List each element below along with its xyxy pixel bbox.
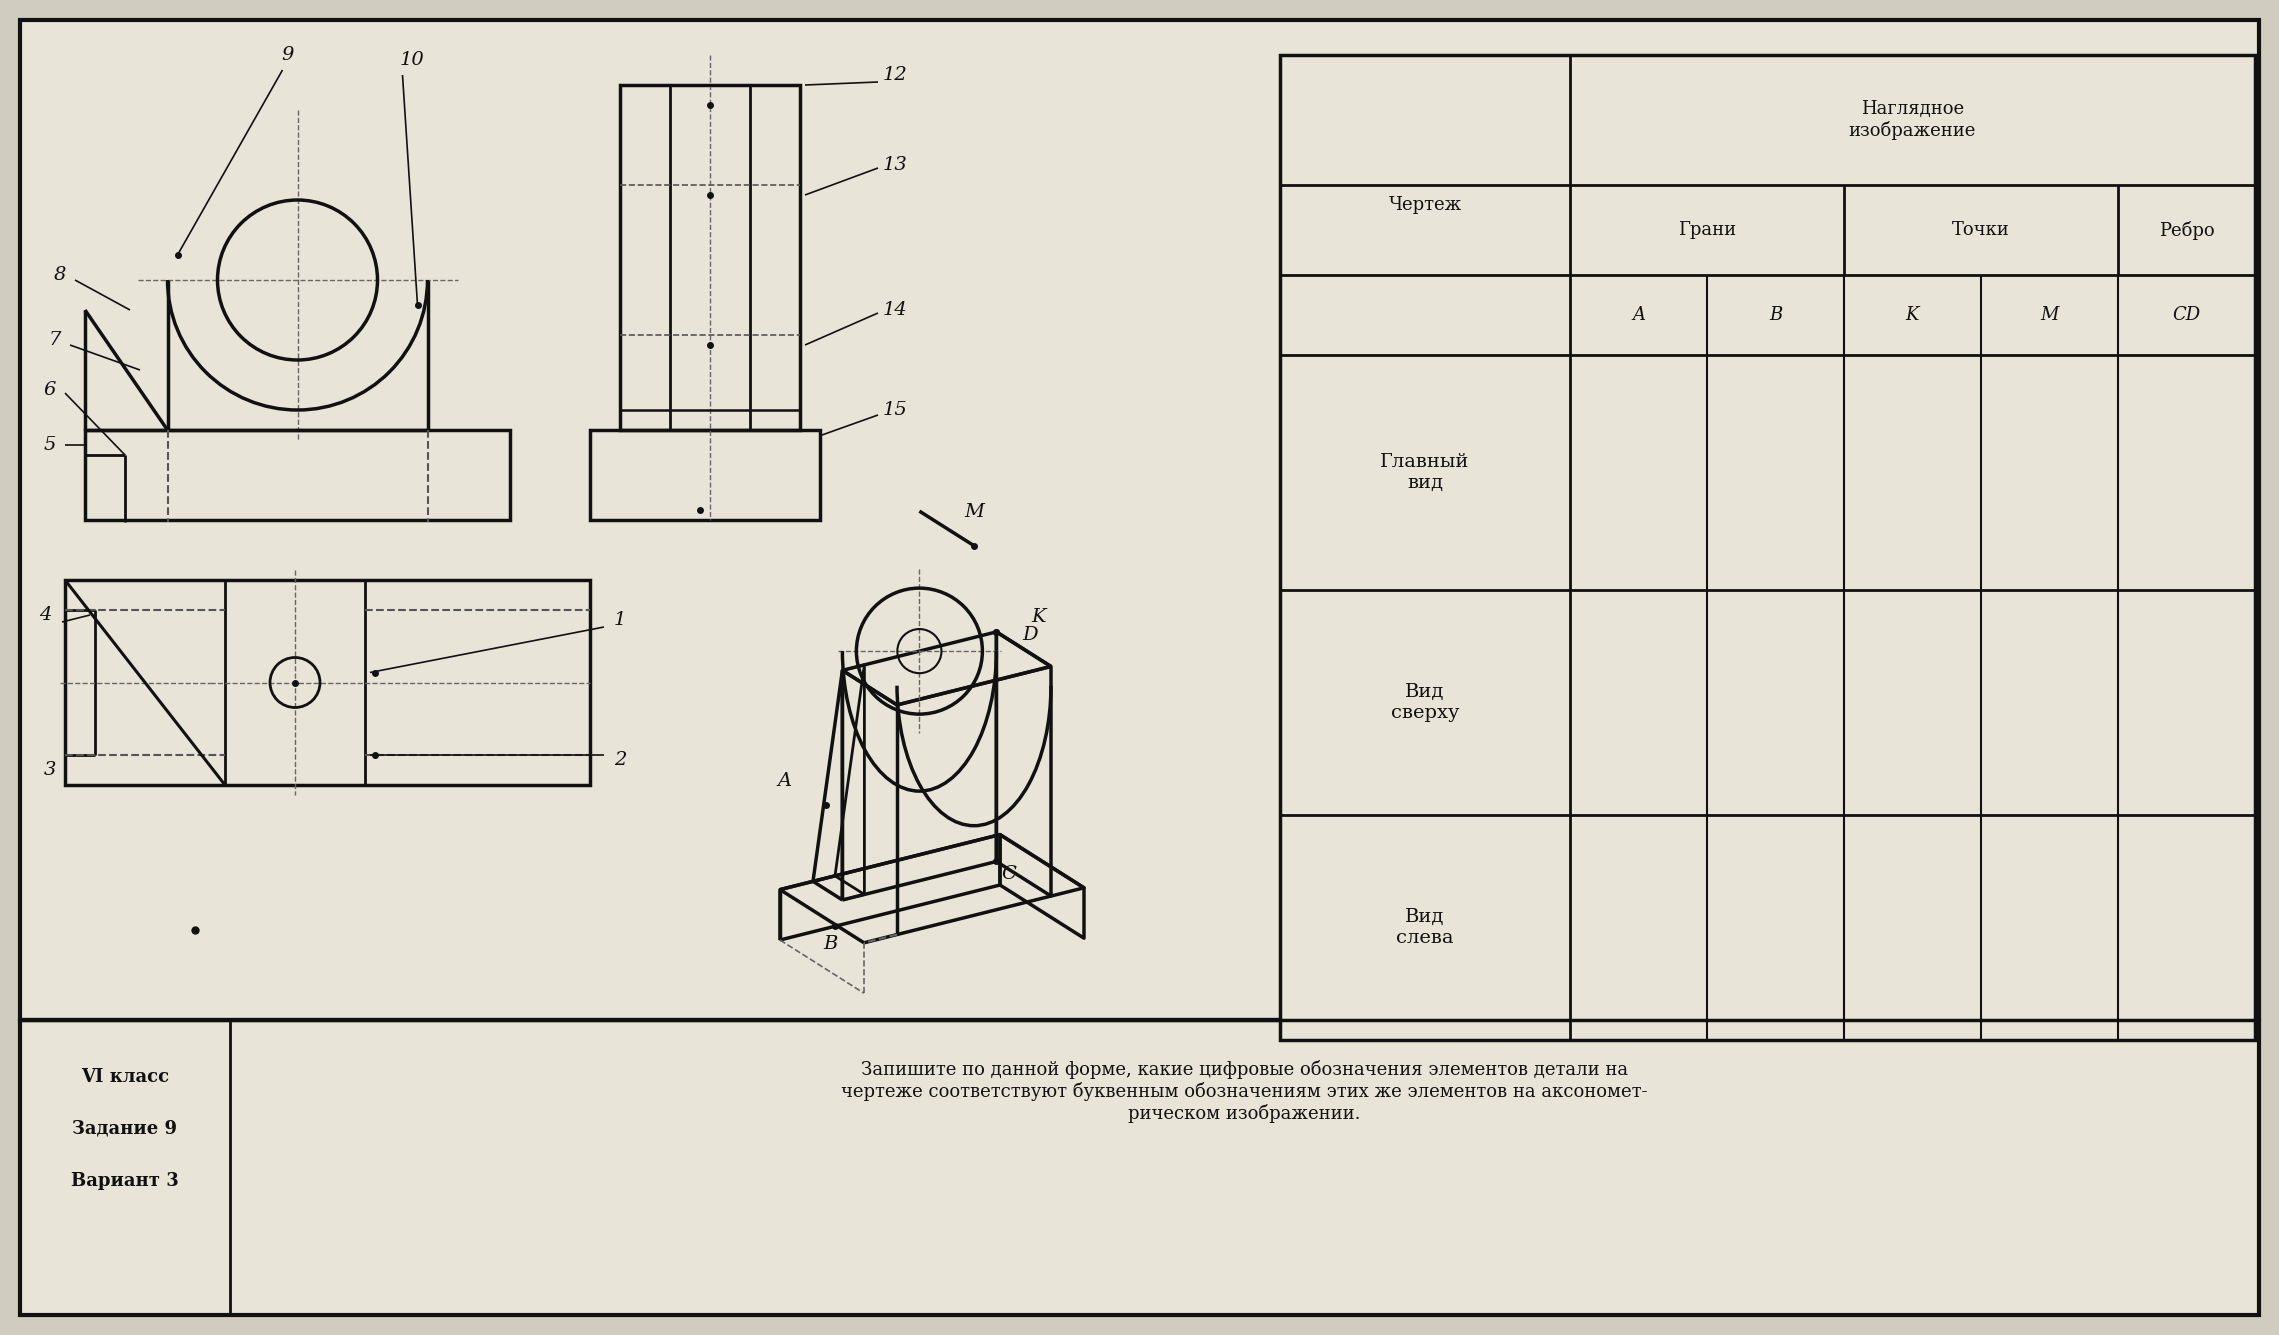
Text: Наглядное
изображение: Наглядное изображение: [1848, 100, 1976, 140]
Text: Вид
сверху: Вид сверху: [1390, 684, 1459, 722]
Bar: [620, 85, 800, 430]
Text: 12: 12: [882, 65, 907, 84]
Text: 14: 14: [882, 300, 907, 319]
Bar: [21, 20, 2258, 1020]
Text: 7: 7: [48, 331, 62, 348]
Text: Запишите по данной форме, какие цифровые обозначения элементов детали на
чертеже: Запишите по данной форме, какие цифровые…: [841, 1060, 1648, 1123]
Text: 5: 5: [43, 437, 57, 454]
Text: A: A: [1632, 306, 1645, 324]
Text: 4: 4: [39, 606, 50, 623]
Bar: [590, 430, 820, 521]
Text: CD: CD: [2172, 306, 2202, 324]
Text: Главный
вид: Главный вид: [1381, 453, 1470, 491]
Text: K: K: [1905, 306, 1919, 324]
Text: Вариант 3: Вариант 3: [71, 1172, 178, 1189]
Text: 9: 9: [280, 45, 294, 64]
Bar: [226, 579, 365, 785]
Text: A: A: [777, 772, 793, 790]
Text: Ребро: Ребро: [2158, 220, 2215, 239]
Text: M: M: [964, 503, 985, 521]
Text: C: C: [1000, 865, 1016, 882]
Text: B: B: [1769, 306, 1782, 324]
Text: 13: 13: [882, 156, 907, 174]
Text: Чертеж: Чертеж: [1388, 196, 1461, 214]
Text: VI класс: VI класс: [82, 1068, 169, 1085]
Text: 8: 8: [55, 266, 66, 284]
Text: Вид
слева: Вид слева: [1397, 908, 1454, 947]
Text: Задание 9: Задание 9: [73, 1120, 178, 1137]
Text: 10: 10: [401, 51, 424, 69]
Text: D: D: [1021, 626, 1037, 643]
Text: 3: 3: [43, 761, 57, 780]
Bar: [84, 430, 510, 521]
Text: 1: 1: [613, 611, 627, 629]
Bar: [1281, 55, 2254, 1040]
Bar: [66, 579, 590, 785]
Text: 6: 6: [43, 380, 57, 399]
Bar: [21, 1020, 2258, 1315]
Text: M: M: [2040, 306, 2058, 324]
Text: K: K: [1032, 609, 1046, 626]
Text: Грани: Грани: [1677, 222, 1737, 239]
Text: Точки: Точки: [1953, 222, 2010, 239]
Text: 15: 15: [882, 400, 907, 419]
Text: 2: 2: [613, 752, 627, 769]
Text: B: B: [823, 934, 839, 953]
